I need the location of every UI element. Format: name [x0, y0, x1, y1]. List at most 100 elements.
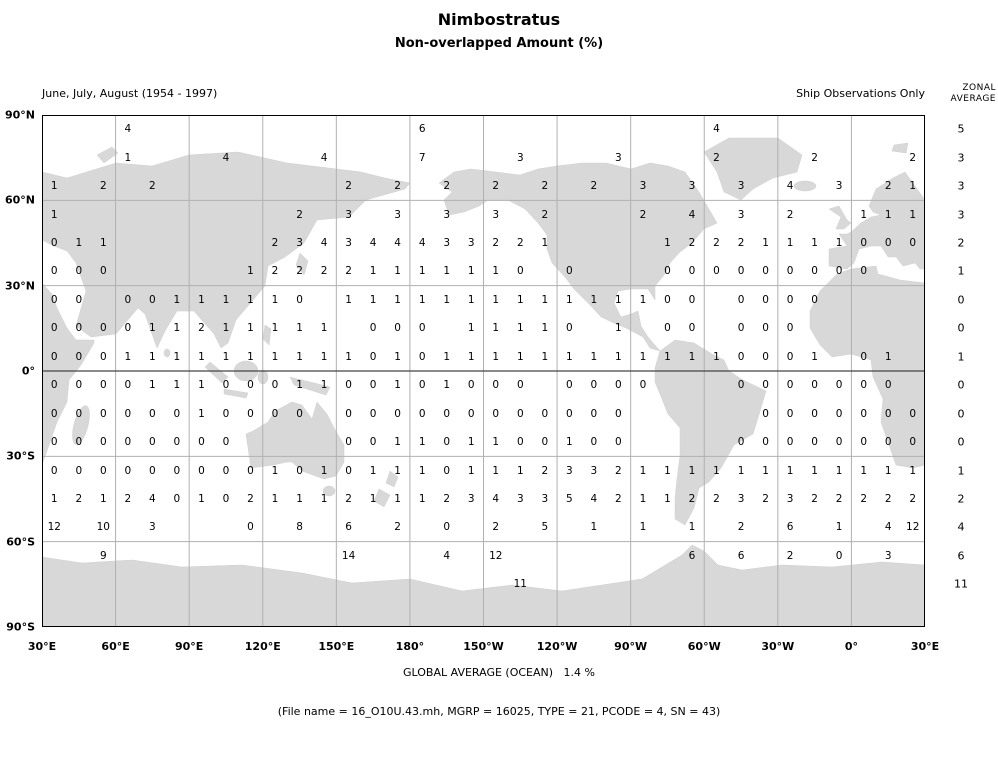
y-axis-label: 30°N	[4, 279, 35, 293]
y-axis-label: 60°N	[4, 193, 35, 207]
grid-value: 1	[394, 350, 401, 363]
grid-value: 1	[271, 464, 279, 477]
grid-value: 2	[786, 208, 794, 221]
grid-value: 1	[271, 493, 279, 505]
grid-value: 1	[222, 293, 230, 306]
grid-value: 1	[394, 464, 401, 477]
grid-value: 0	[50, 237, 58, 249]
grid-value: 1	[369, 265, 377, 278]
grid-value: 1	[320, 464, 328, 477]
grid-value: 0	[296, 407, 303, 420]
grid-value: 1	[786, 464, 794, 477]
zonal-average-header: ZONAL AVERAGE	[951, 83, 996, 105]
zonal-average-value: 3	[957, 151, 965, 165]
grid-value: 3	[884, 549, 892, 562]
grid-value: 4	[492, 493, 500, 505]
grid-value: 0	[639, 379, 647, 392]
grid-value: 4	[713, 123, 720, 136]
grid-value: 1	[884, 208, 892, 221]
grid-value: 2	[811, 151, 818, 164]
landmass-europe	[828, 171, 925, 270]
grid-value: 2	[320, 265, 328, 278]
chart-subtitle: Non-overlapped Amount (%)	[394, 36, 604, 51]
landmass-eurasia	[42, 151, 411, 349]
grid-value: 2	[909, 151, 917, 164]
grid-value: 2	[713, 237, 720, 249]
grid-value: 0	[222, 493, 230, 505]
zonal-average-value: 1	[957, 264, 965, 278]
grid-value: 1	[664, 237, 671, 249]
map-border	[42, 115, 925, 627]
grid-value: 1	[615, 293, 622, 306]
grid-value: 4	[320, 151, 328, 164]
grid-value: 0	[884, 407, 892, 420]
grid-value: 2	[811, 493, 818, 505]
y-axis-label: 90°S	[6, 620, 35, 634]
grid-value: 2	[737, 237, 745, 249]
landmass-tasmania	[322, 485, 336, 497]
x-axis-label: 30°E	[910, 640, 940, 653]
grid-value: 1	[688, 350, 696, 363]
grid-value: 2	[492, 180, 500, 193]
grid-value: 2	[884, 493, 892, 505]
grid-value: 1	[541, 322, 549, 335]
grid-value: 0	[615, 436, 622, 449]
grid-value: 1	[492, 293, 500, 306]
grid-value: 1	[811, 237, 818, 249]
x-axis-label: 30°W	[761, 640, 795, 653]
grid-value: 1	[320, 322, 328, 335]
grid-value: 4	[884, 521, 892, 534]
grid-value: 2	[271, 265, 279, 278]
grid-value: 1	[516, 293, 524, 306]
landmass-africa-east	[42, 282, 95, 466]
grid-value: 2	[345, 493, 352, 505]
grid-value: 0	[909, 436, 917, 449]
grid-value: 2	[271, 237, 279, 249]
grid-value: 3	[467, 493, 475, 505]
grid-value: 0	[664, 265, 671, 278]
grid-value: 0	[786, 322, 794, 335]
grid-value: 1	[713, 464, 720, 477]
grid-value: 1	[566, 293, 573, 306]
grid-value: 0	[762, 322, 769, 335]
grid-value: 0	[173, 407, 181, 420]
grid-value: 2	[713, 151, 720, 164]
grid-value: 0	[369, 350, 377, 363]
grid-value: 0	[566, 265, 573, 278]
grid-value: 1	[615, 350, 622, 363]
grid-value: 1	[516, 322, 524, 335]
grid-value: 1	[418, 464, 426, 477]
grid-value: 0	[590, 436, 598, 449]
grid-value: 0	[75, 436, 83, 449]
grid-value: 1	[467, 436, 475, 449]
grid-value: 0	[762, 436, 769, 449]
grid-value: 2	[75, 493, 83, 505]
grid-value: 1	[296, 379, 303, 392]
grid-value: 0	[786, 350, 794, 363]
grid-value: 1	[247, 322, 254, 335]
grid-value: 0	[50, 322, 58, 335]
grid-value: 0	[664, 322, 671, 335]
landmass-novaya-zemlya	[96, 146, 119, 164]
grid-value: 1	[590, 350, 598, 363]
grid-value: 1	[394, 379, 401, 392]
grid-value: 3	[737, 180, 745, 193]
chart-title: Nimbostratus	[437, 10, 561, 29]
grid-value: 0	[541, 407, 549, 420]
grid-value: 1	[664, 493, 671, 505]
grid-value: 3	[566, 464, 573, 477]
grid-value: 0	[124, 293, 132, 306]
grid-value: 0	[124, 379, 132, 392]
grid-value: 2	[149, 180, 156, 193]
grid-value: 1	[590, 521, 598, 534]
grid-value: 5	[566, 493, 573, 505]
grid-value: 4	[443, 549, 451, 562]
grid-value: 4	[786, 180, 794, 193]
grid-value: 0	[99, 407, 107, 420]
grid-value: 2	[443, 180, 451, 193]
grid-value: 1	[492, 322, 500, 335]
grid-value: 0	[75, 464, 83, 477]
grid-value: 2	[541, 208, 549, 221]
grid-value: 0	[222, 407, 230, 420]
grid-value: 3	[615, 151, 622, 164]
